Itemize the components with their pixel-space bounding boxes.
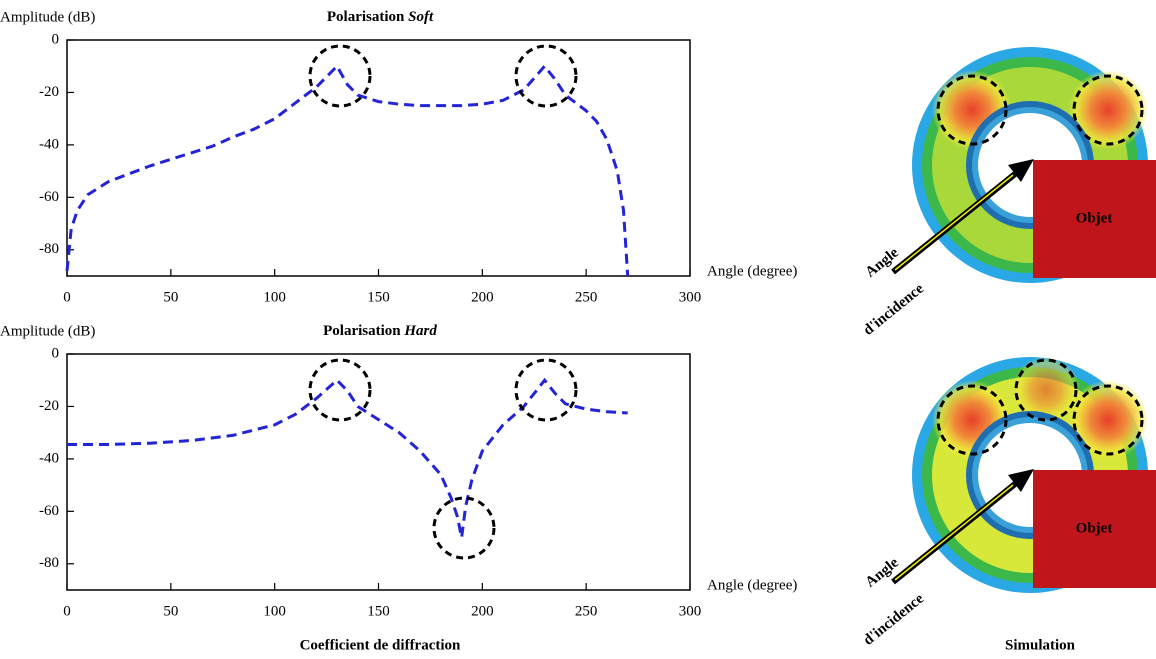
- arrow-head: [1008, 469, 1034, 492]
- x-tick-label: 250: [575, 289, 598, 305]
- chart-title-text: Polarisation: [327, 9, 405, 25]
- y-tick-label: -80: [39, 241, 59, 257]
- x-tick-label: 50: [163, 289, 178, 305]
- y-axis-label: Amplitude (dB): [0, 9, 95, 25]
- arrow-shaft-highlight: [894, 174, 1014, 271]
- x-axis-label: Angle (degree): [707, 577, 797, 593]
- data-line: [65, 63, 630, 277]
- plot-frame: [66, 39, 691, 277]
- y-tick-label: -80: [39, 555, 59, 571]
- x-tick-label: 300: [679, 289, 702, 305]
- chart-title-emphasis: Hard: [403, 323, 437, 339]
- arrow-label: Angle: [863, 245, 902, 281]
- y-tick-label: 0: [52, 345, 60, 361]
- hot-spot: [1068, 70, 1148, 150]
- object-label: Objet: [1076, 520, 1113, 536]
- chart-title-text: Polarisation: [323, 323, 401, 339]
- x-tick-label: 50: [163, 603, 178, 619]
- arrow-head: [1008, 159, 1034, 182]
- y-tick-label: -20: [39, 398, 59, 414]
- y-tick-label: 0: [52, 31, 60, 47]
- y-tick-label: -40: [39, 136, 59, 152]
- annotation-circle: [1072, 384, 1144, 456]
- x-tick-label: 250: [575, 603, 598, 619]
- arrow-label: d'incidence: [861, 281, 928, 339]
- x-tick-label: 100: [263, 603, 286, 619]
- x-tick-label: 0: [63, 289, 71, 305]
- annotation-circle: [308, 44, 372, 108]
- x-axis-label: Angle (degree): [707, 263, 797, 279]
- caption: Simulation: [1005, 637, 1076, 653]
- annotation-circle: [1014, 358, 1078, 422]
- hot-spot: [1012, 356, 1080, 424]
- object-label: Objet: [1076, 210, 1113, 226]
- x-tick-label: 150: [367, 603, 390, 619]
- x-tick-label: 0: [63, 603, 71, 619]
- y-tick-label: -60: [39, 189, 59, 205]
- x-tick-label: 200: [471, 289, 494, 305]
- x-tick-label: 150: [367, 289, 390, 305]
- arrow-label: d'incidence: [861, 591, 928, 649]
- plot-frame: [66, 353, 691, 591]
- chart-title-emphasis: Soft: [408, 9, 434, 25]
- annotation-circles: [308, 44, 578, 560]
- annotation-circle: [1072, 74, 1144, 146]
- y-axis-label: Amplitude (dB): [0, 323, 95, 339]
- arrow-label: Angle: [863, 555, 902, 591]
- annotation-circle: [432, 496, 496, 560]
- object: [1033, 470, 1156, 588]
- annotation-circle: [936, 384, 1008, 456]
- x-tick-label: 200: [471, 603, 494, 619]
- x-tick-label: 300: [679, 603, 702, 619]
- y-tick-label: -20: [39, 84, 59, 100]
- data-line: [67, 377, 628, 538]
- annotation-circle: [308, 358, 372, 422]
- y-tick-label: -60: [39, 503, 59, 519]
- arrow-shaft-highlight: [894, 484, 1014, 581]
- annotation-circle: [936, 74, 1008, 146]
- object: [1033, 160, 1156, 278]
- x-tick-label: 100: [263, 289, 286, 305]
- hot-spot: [1068, 380, 1148, 460]
- y-tick-label: -40: [39, 450, 59, 466]
- caption: Coefficient de diffraction: [300, 637, 461, 653]
- chart-title: Polarisation Hard: [323, 323, 437, 339]
- chart-title: Polarisation Soft: [327, 9, 434, 25]
- annotation-circle: [514, 44, 578, 108]
- annotation-circle: [514, 358, 578, 422]
